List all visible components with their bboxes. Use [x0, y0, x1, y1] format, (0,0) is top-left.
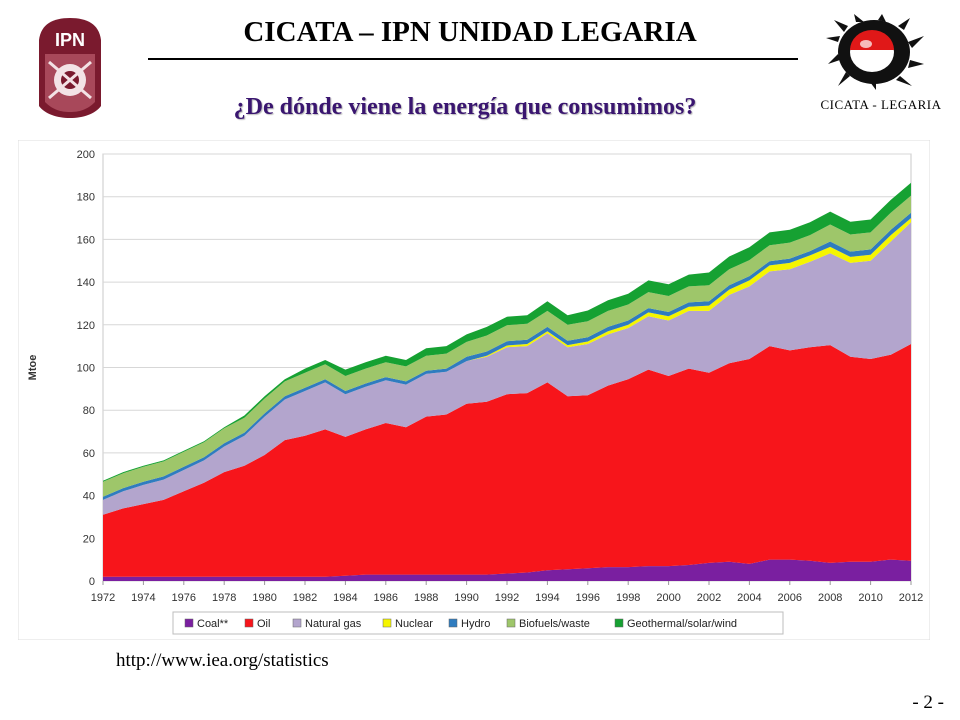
y-tick-label: 140 [77, 277, 95, 289]
y-tick-label: 180 [77, 192, 95, 204]
title-underline [148, 58, 798, 60]
legend-label: Hydro [461, 618, 490, 630]
legend-label: Nuclear [395, 618, 433, 630]
legend-swatch [184, 618, 194, 628]
x-tick-label: 1984 [333, 592, 357, 604]
cicata-logo-caption: CICATA - LEGARIA [820, 97, 942, 112]
y-tick-label: 100 [77, 363, 95, 375]
x-tick-label: 2002 [697, 592, 721, 604]
y-tick-label: 120 [77, 320, 95, 332]
page-number: - 2 - [912, 692, 944, 713]
x-tick-label: 1992 [495, 592, 519, 604]
y-tick-label: 80 [83, 405, 95, 417]
x-tick-label: 1982 [293, 592, 317, 604]
slide-subtitle: ¿De dónde viene la energía que consumimo… [233, 94, 697, 120]
x-tick-label: 1972 [91, 592, 115, 604]
y-tick-label: 200 [77, 149, 95, 161]
y-axis-label: Mtoe [27, 355, 39, 381]
legend-label: Biofuels/waste [519, 618, 590, 630]
x-tick-label: 2012 [899, 592, 923, 604]
x-tick-label: 1990 [454, 592, 478, 604]
cicata-logo-icon [826, 14, 924, 90]
series-area-geothermal-solar-wind [103, 182, 911, 482]
y-tick-label: 40 [83, 491, 95, 503]
x-tick-label: 1974 [131, 592, 155, 604]
x-tick-label: 2010 [858, 592, 882, 604]
x-tick-label: 2008 [818, 592, 842, 604]
legend-swatch [614, 618, 624, 628]
legend-swatch [382, 618, 392, 628]
ipn-logo-icon: IPN [39, 18, 101, 118]
page-title: CICATA – IPN UNIDAD LEGARIA [243, 16, 697, 48]
legend-swatch [244, 618, 254, 628]
y-tick-label: 60 [83, 448, 95, 460]
series-area-coal [103, 559, 911, 581]
x-tick-label: 1978 [212, 592, 236, 604]
x-tick-label: 1980 [252, 592, 276, 604]
series-area-biofuels-waste [103, 195, 911, 497]
legend-swatch [506, 618, 516, 628]
x-tick-label: 1998 [616, 592, 640, 604]
x-tick-label: 2004 [737, 592, 761, 604]
legend-label: Natural gas [305, 618, 362, 630]
chart-legend [172, 611, 784, 635]
legend-swatch [448, 618, 458, 628]
legend-swatch [292, 618, 302, 628]
x-tick-label: 1976 [172, 592, 196, 604]
x-tick-label: 1988 [414, 592, 438, 604]
y-tick-label: 160 [77, 234, 95, 246]
y-tick-label: 20 [83, 533, 95, 545]
x-tick-label: 1994 [535, 592, 559, 604]
legend-label: Geothermal/solar/wind [627, 618, 737, 630]
ipn-logo-text: IPN [55, 30, 85, 50]
y-tick-label: 0 [89, 576, 95, 588]
x-tick-label: 1986 [374, 592, 398, 604]
energy-consumption-chart: 0 20 40 60 80 100 120 140 160 180 200 Mtoe 1972 1974 1… [18, 140, 930, 640]
source-link[interactable]: http://www.iea.org/statistics [116, 650, 329, 671]
series-area-oil [103, 344, 911, 577]
x-tick-label: 2000 [656, 592, 680, 604]
series-area-natural-gas [103, 222, 911, 515]
x-tick-label: 2006 [778, 592, 802, 604]
legend-label: Oil [257, 618, 270, 630]
legend-label: Coal** [197, 618, 229, 630]
x-tick-label: 1996 [576, 592, 600, 604]
